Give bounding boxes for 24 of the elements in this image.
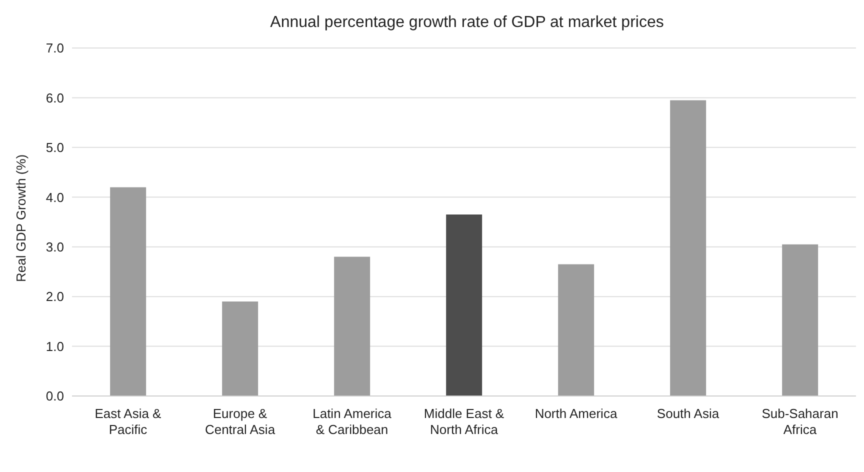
bar <box>334 256 370 396</box>
y-axis-title: Real GDP Growth (%) <box>14 154 29 282</box>
x-tick-label: Sub-Saharan Africa <box>762 406 838 437</box>
y-tick-label: 2.0 <box>46 289 64 304</box>
x-tick-label: South Asia <box>656 406 720 421</box>
y-tick-label: 4.0 <box>46 190 64 205</box>
bar <box>446 214 482 396</box>
bar <box>670 100 706 396</box>
bar <box>110 187 146 396</box>
chart-title: Annual percentage growth rate of GDP at market prices <box>269 14 665 32</box>
x-tick-label: Europe & Central Asia <box>204 406 276 437</box>
y-tick-label: 0.0 <box>46 388 64 404</box>
bar <box>782 244 818 396</box>
bar <box>222 302 258 396</box>
x-tick-label: Latin America & Caribbean <box>312 406 392 437</box>
y-tick-label: 3.0 <box>46 239 64 254</box>
x-tick-label: Middle East & North Africa <box>424 406 504 437</box>
bar <box>558 264 594 396</box>
y-tick-label: 5.0 <box>46 140 64 156</box>
x-tick-label: North America <box>534 406 618 421</box>
x-tick-label: East Asia & Pacific <box>94 406 162 437</box>
y-tick-label: 7.0 <box>46 40 64 56</box>
y-tick-label: 6.0 <box>46 90 64 106</box>
y-tick-label: 1.0 <box>46 338 64 354</box>
